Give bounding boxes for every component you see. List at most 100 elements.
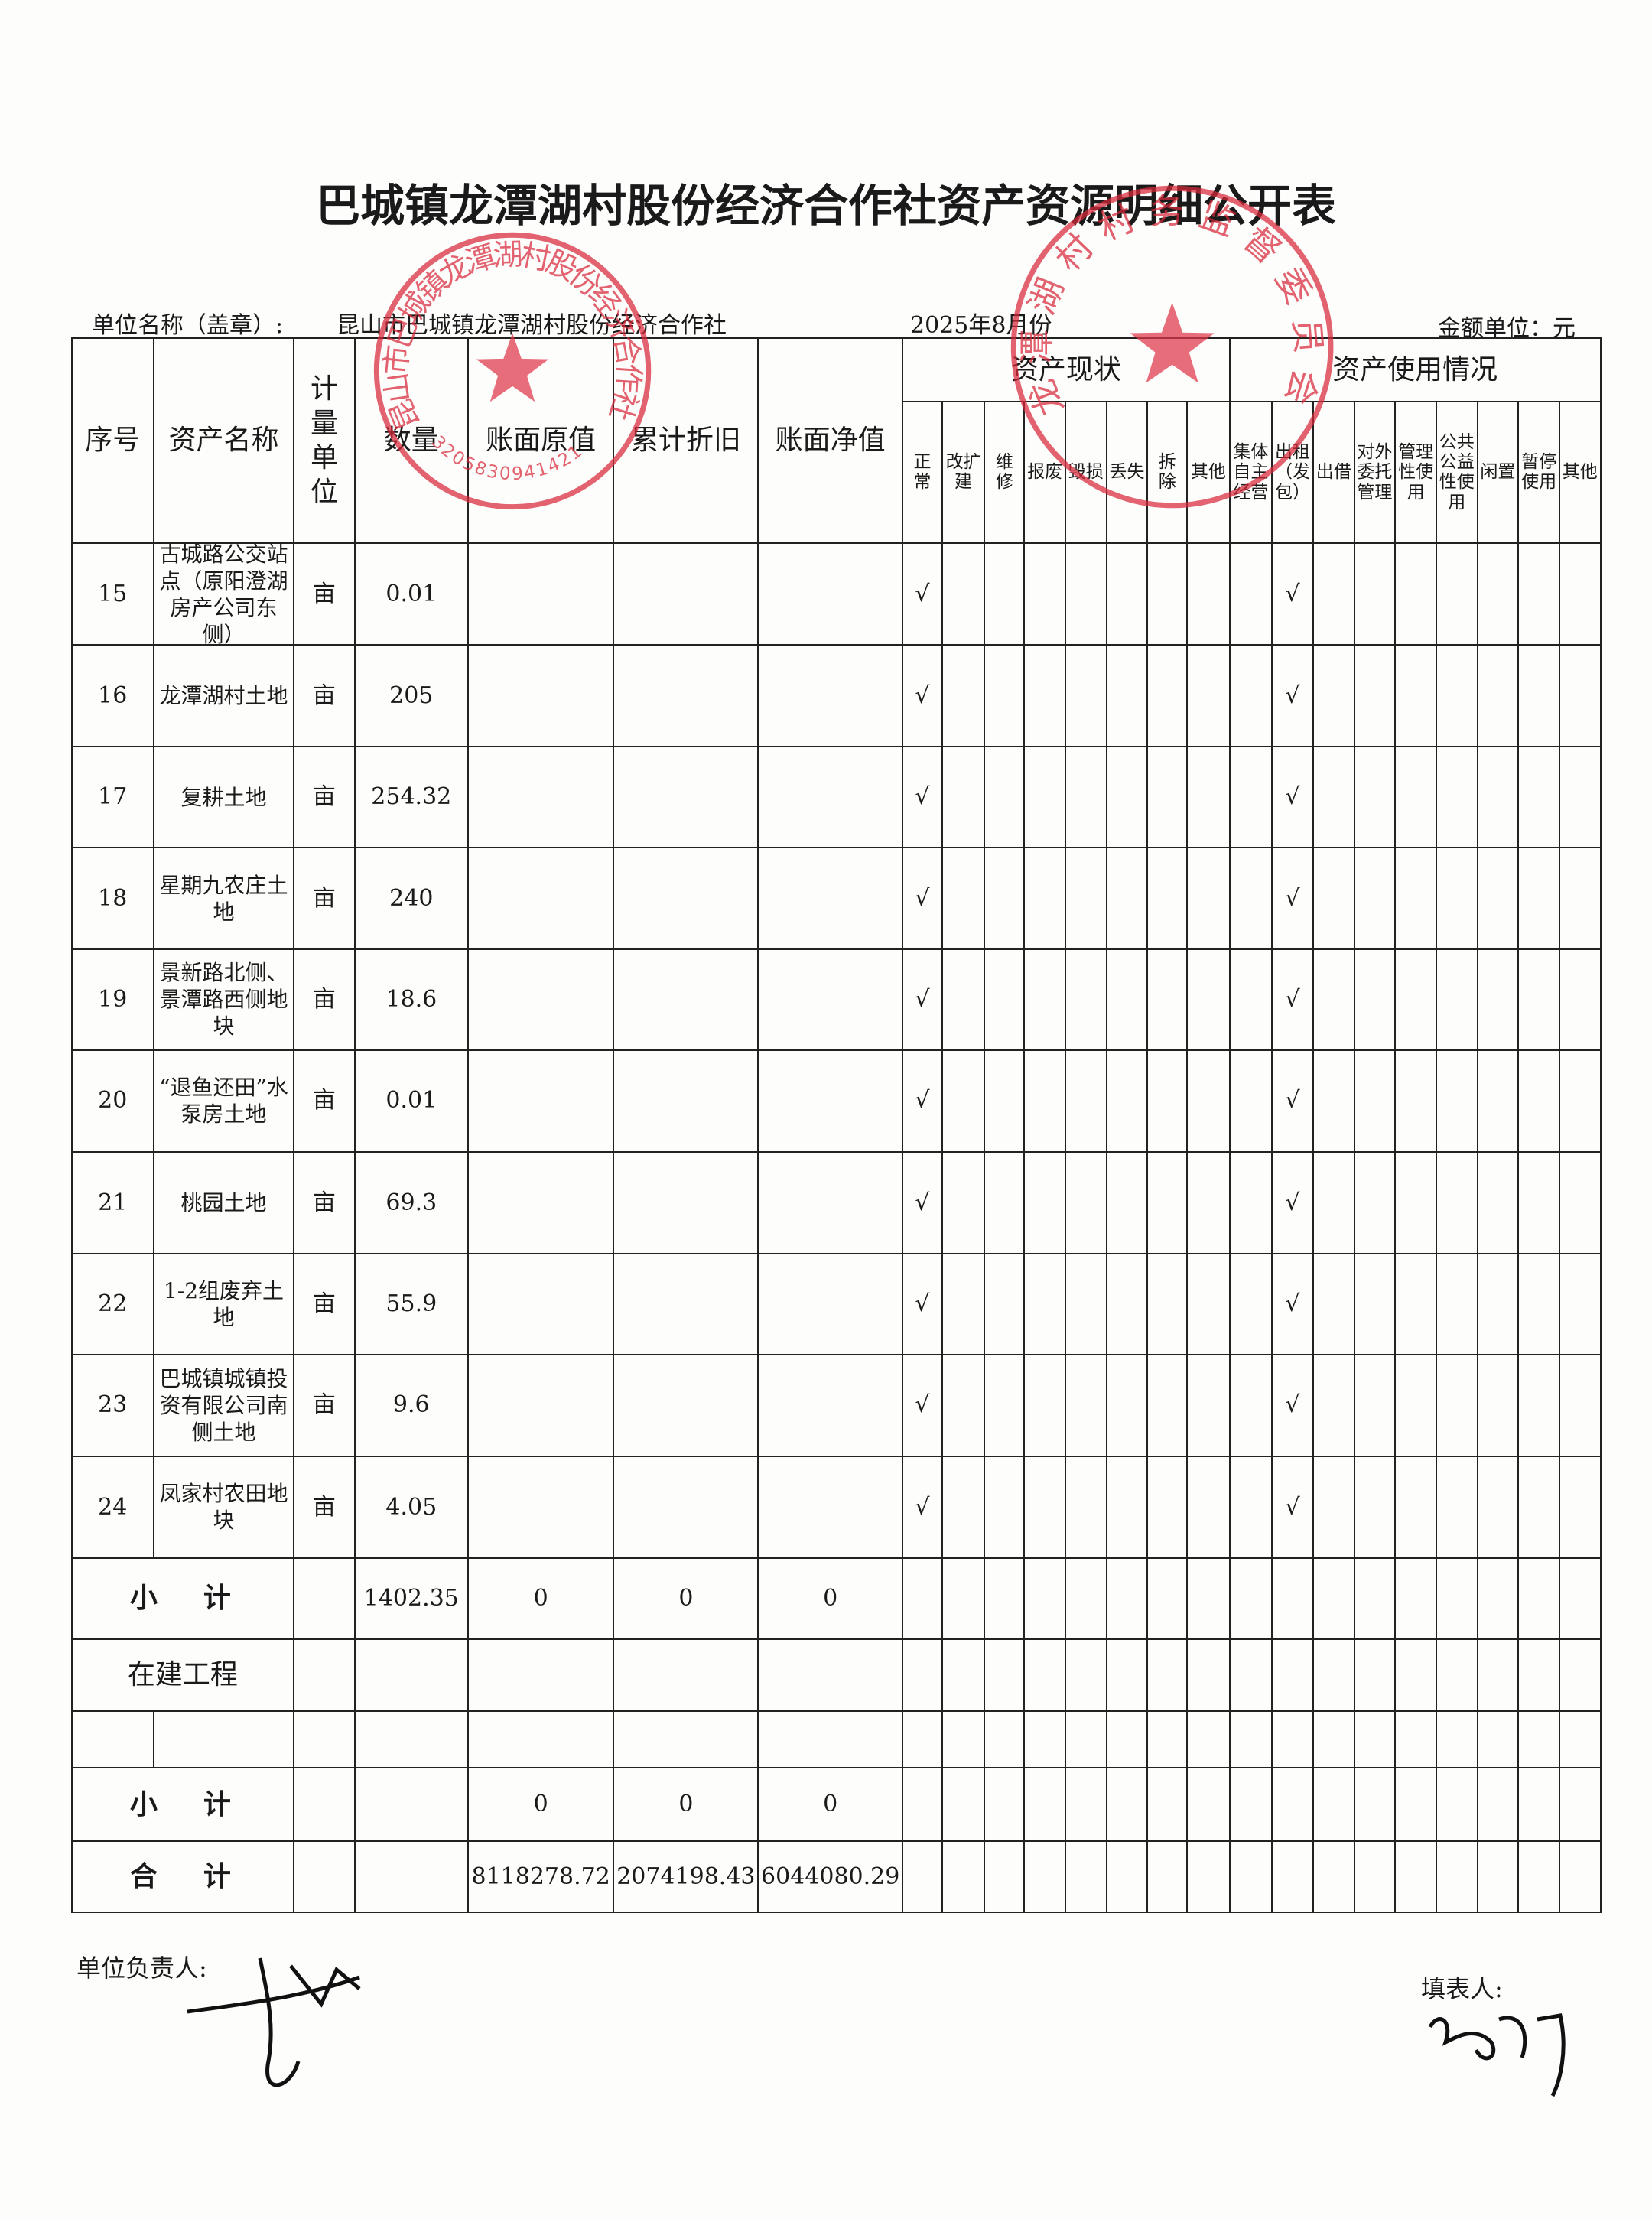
quantity: 18.6: [353, 948, 469, 1051]
empty-cell: [1312, 948, 1355, 1051]
empty-cell: [1105, 948, 1149, 1051]
empty-cell: [1146, 1840, 1189, 1913]
empty-cell: [1105, 1455, 1149, 1560]
empty-cell: [1435, 644, 1478, 748]
row-index: 24: [70, 1455, 154, 1560]
empty-cell: [902, 1638, 943, 1712]
unit-name: 昆山市巴城镇龙潭湖村股份经济合作社: [337, 312, 727, 339]
empty-cell: [1435, 1455, 1478, 1560]
empty-cell: [757, 948, 904, 1051]
empty-cell: [1435, 1049, 1478, 1153]
empty-cell: [1476, 746, 1520, 848]
row-index: 23: [70, 1353, 154, 1457]
row-index: 18: [70, 846, 154, 951]
empty-cell: [1353, 948, 1397, 1051]
empty-cell: [1186, 1253, 1231, 1355]
empty-cell: [467, 1455, 615, 1560]
check-mark: √: [1271, 1150, 1314, 1255]
empty-cell: [1186, 746, 1231, 848]
row-index: 20: [70, 1049, 154, 1153]
empty-cell: [1353, 1638, 1397, 1712]
empty-cell: [757, 1049, 904, 1153]
leader-label: 单位负责人:: [76, 1954, 207, 1983]
empty-cell: [467, 1638, 615, 1712]
empty-cell: [1146, 1710, 1189, 1769]
check-mark: √: [1271, 1455, 1314, 1560]
row-index: 15: [70, 542, 154, 646]
empty-cell: [1105, 1253, 1149, 1355]
empty-cell: [1312, 1455, 1355, 1560]
empty-cell: [1023, 542, 1066, 646]
unit: 亩: [293, 1353, 356, 1457]
empty-cell: [467, 1353, 615, 1457]
empty-cell: [1353, 746, 1397, 848]
empty-cell: [1558, 948, 1602, 1051]
empty-cell: [1517, 846, 1560, 951]
empty-cell: [941, 746, 986, 848]
empty-cell: [1435, 846, 1478, 951]
empty-cell: [1064, 1840, 1107, 1913]
unit: 亩: [293, 1049, 356, 1153]
empty-cell: [293, 1767, 356, 1843]
empty-cell: [941, 1767, 986, 1843]
empty-cell: [1228, 746, 1273, 848]
header-status: 丢失: [1105, 400, 1149, 544]
total-net-value: 6044080.29: [757, 1840, 904, 1913]
asset-name: 景新路北侧、景潭路西侧地块: [152, 948, 295, 1051]
empty-cell: [1558, 1150, 1602, 1255]
empty-cell: [1023, 1557, 1066, 1640]
header-status: 维修: [984, 400, 1026, 544]
empty-cell: [1353, 644, 1397, 748]
asset-name: 巴城镇城镇投资有限公司南侧土地: [152, 1353, 295, 1457]
empty-cell: [1023, 746, 1066, 848]
empty-cell: [1435, 1710, 1478, 1769]
empty-cell: [1146, 1557, 1189, 1640]
empty-cell: [1105, 644, 1149, 748]
total: 合计: [70, 1840, 295, 1913]
empty-cell: [1353, 846, 1397, 951]
empty-cell: [1353, 542, 1397, 646]
empty-cell: [1312, 746, 1355, 848]
empty-cell: [1146, 846, 1189, 951]
empty-cell: [1558, 746, 1602, 848]
empty-cell: [1064, 1049, 1107, 1153]
empty-cell: [1394, 1049, 1437, 1153]
check-mark: √: [902, 1049, 943, 1153]
empty-cell: [613, 746, 759, 848]
empty-cell: [1476, 1638, 1520, 1712]
empty-cell: [1105, 1767, 1149, 1843]
empty-cell: [757, 1455, 904, 1560]
empty-cell: [353, 1767, 469, 1843]
check-mark: √: [902, 846, 943, 951]
empty-cell: [757, 1253, 904, 1355]
empty-cell: [1023, 1049, 1066, 1153]
header-usage: 对外委托管理: [1353, 400, 1397, 544]
unit: 亩: [293, 1455, 356, 1560]
empty-cell: [984, 1353, 1026, 1457]
header-usage: 暂停使用: [1517, 400, 1560, 544]
empty-cell: [1476, 846, 1520, 951]
asset-name: 星期九农庄土地: [152, 846, 295, 951]
empty-cell: [293, 1840, 356, 1913]
empty-cell: [613, 1710, 759, 1769]
empty-cell: [757, 846, 904, 951]
empty-cell: [941, 1253, 986, 1355]
empty-cell: [1186, 1767, 1231, 1843]
empty-cell: [1271, 1638, 1314, 1712]
asset-name: “退鱼还田”水泵房土地: [152, 1049, 295, 1153]
total-original-value: 8118278.72: [467, 1840, 615, 1913]
unit: 亩: [293, 948, 356, 1051]
subtotal-construction-original-value: 0: [467, 1767, 615, 1843]
subtotal-construction-depreciation: 0: [613, 1767, 759, 1843]
empty-cell: [1476, 542, 1520, 646]
empty-cell: [1312, 1049, 1355, 1153]
empty-cell: [1146, 1353, 1189, 1457]
empty-cell: [984, 644, 1026, 748]
empty-cell: [1353, 1253, 1397, 1355]
empty-cell: [1023, 948, 1066, 1051]
empty-cell: [1105, 846, 1149, 951]
empty-cell: [613, 846, 759, 951]
empty-cell: [984, 1150, 1026, 1255]
subtotal-land-depreciation: 0: [613, 1557, 759, 1640]
